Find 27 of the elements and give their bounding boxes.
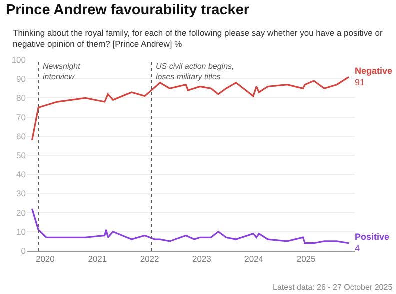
y-tick-label: 0 bbox=[21, 246, 26, 256]
ref-line-label: Newsnight interview bbox=[43, 62, 82, 82]
y-tick-label: 80 bbox=[16, 93, 26, 104]
y-tick-label: 30 bbox=[16, 188, 26, 199]
x-tick-label: 2025 bbox=[296, 254, 316, 264]
chart-subtitle: Thinking about the royal family, for each of the following please say whether you have a positive or negative opinion of them? [Prince Andrew] % bbox=[13, 28, 383, 50]
y-tick-label: 50 bbox=[16, 150, 26, 160]
y-tick-label: 10 bbox=[16, 226, 26, 237]
line-series bbox=[31, 208, 350, 244]
series-label: Negative bbox=[355, 66, 393, 76]
y-tick-label: 60 bbox=[16, 131, 26, 142]
y-tick-label: 70 bbox=[16, 112, 26, 122]
series-label: Positive bbox=[355, 232, 390, 242]
x-tick-label: 2023 bbox=[192, 254, 212, 264]
y-tick-label: 90 bbox=[16, 74, 26, 84]
y-tick-label: 40 bbox=[16, 170, 26, 180]
x-tick-label: 2020 bbox=[36, 254, 56, 264]
text: Latest data: 26 - 27 October 2025 bbox=[273, 283, 394, 292]
data-label: 91 bbox=[355, 78, 366, 88]
x-tick-label: 2021 bbox=[88, 254, 108, 264]
y-tick-label: 100 bbox=[12, 54, 26, 65]
chart-title: Prince Andrew favourability tracker bbox=[6, 2, 250, 19]
x-tick-label: 2022 bbox=[140, 254, 160, 264]
ref-line-label: US civil action begins, loses military titles bbox=[156, 62, 234, 82]
data-label: 4 bbox=[355, 244, 360, 254]
x-tick-label: 2024 bbox=[244, 254, 264, 264]
y-tick-label: 20 bbox=[16, 208, 26, 218]
